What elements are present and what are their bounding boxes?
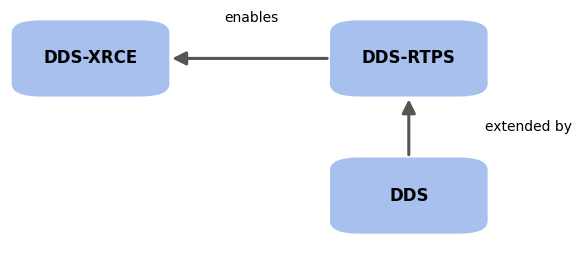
Text: DDS-RTPS: DDS-RTPS <box>362 50 456 67</box>
Text: enables: enables <box>224 11 278 25</box>
Text: DDS-XRCE: DDS-XRCE <box>43 50 138 67</box>
FancyBboxPatch shape <box>330 157 488 234</box>
Text: extended by: extended by <box>485 120 572 134</box>
FancyBboxPatch shape <box>330 20 488 97</box>
FancyBboxPatch shape <box>12 20 169 97</box>
Text: DDS: DDS <box>389 187 429 204</box>
